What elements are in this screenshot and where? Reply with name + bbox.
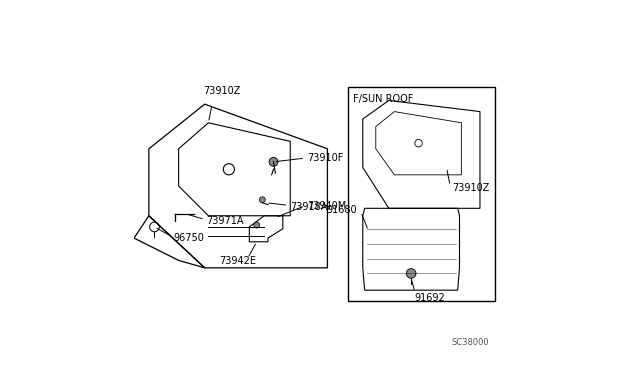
Text: 73910Z: 73910Z [203,86,240,96]
Text: 73971A: 73971A [207,217,244,226]
Text: SC38000: SC38000 [452,338,489,347]
Text: 73910F: 73910F [307,153,343,163]
Text: 73918A: 73918A [291,202,328,212]
Text: 73942E: 73942E [220,256,257,266]
Text: 73910Z: 73910Z [452,183,490,193]
Text: 91680: 91680 [326,205,357,215]
Text: 73940M: 73940M [307,201,346,211]
Text: 96750: 96750 [173,233,204,243]
Text: F/SUN ROOF: F/SUN ROOF [353,94,414,103]
Circle shape [406,269,416,278]
Circle shape [254,222,260,228]
Text: 91692: 91692 [415,293,445,302]
Circle shape [259,197,266,203]
Bar [348,87,495,301]
Circle shape [269,157,278,166]
